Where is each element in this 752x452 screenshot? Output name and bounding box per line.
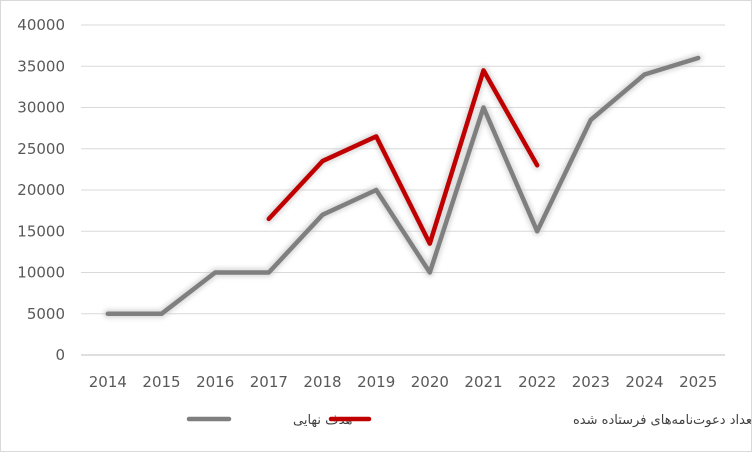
y-tick-label: 35000: [17, 57, 65, 75]
x-tick-label: 2020: [411, 373, 449, 391]
y-tick-label: 5000: [27, 305, 65, 323]
y-tick-label: 10000: [17, 264, 65, 282]
x-tick-label: 2024: [625, 373, 663, 391]
series-2-line: [266, 68, 540, 246]
y-axis-tick-labels: 0 5000 10000 15000 20000 25000 30000 35000 40000: [17, 16, 65, 364]
x-tick-label: 2017: [250, 373, 288, 391]
legend-label: تعداد دعوت‌نامه‌های فرستاده شده: [573, 413, 751, 428]
y-tick-label: 0: [55, 346, 65, 364]
x-tick-label: 2022: [518, 373, 556, 391]
y-tick-label: 15000: [17, 222, 65, 240]
x-tick-label: 2016: [196, 373, 234, 391]
legend-item-1: هدف نهایی: [186, 413, 352, 428]
y-tick-label: 25000: [17, 140, 65, 158]
legend: هدف نهایی تعداد دعوت‌نامه‌های فرستاده شده: [186, 413, 751, 428]
x-tick-label: 2018: [303, 373, 341, 391]
x-tick-label: 2025: [679, 373, 717, 391]
x-axis-tick-labels: 2014 2015 2016 2017 2018 2019 2020 2021 2022 2023…: [89, 373, 718, 391]
x-tick-label: 2021: [464, 373, 502, 391]
x-tick-label: 2023: [572, 373, 610, 391]
x-tick-label: 2015: [142, 373, 180, 391]
series-1-line: [105, 55, 701, 317]
legend-item-2: تعداد دعوت‌نامه‌های فرستاده شده: [328, 413, 751, 428]
y-tick-label: 30000: [17, 99, 65, 117]
y-tick-label: 20000: [17, 181, 65, 199]
x-tick-label: 2014: [89, 373, 127, 391]
x-tick-label: 2019: [357, 373, 395, 391]
y-tick-label: 40000: [17, 16, 65, 34]
series-lines: [103, 53, 703, 319]
